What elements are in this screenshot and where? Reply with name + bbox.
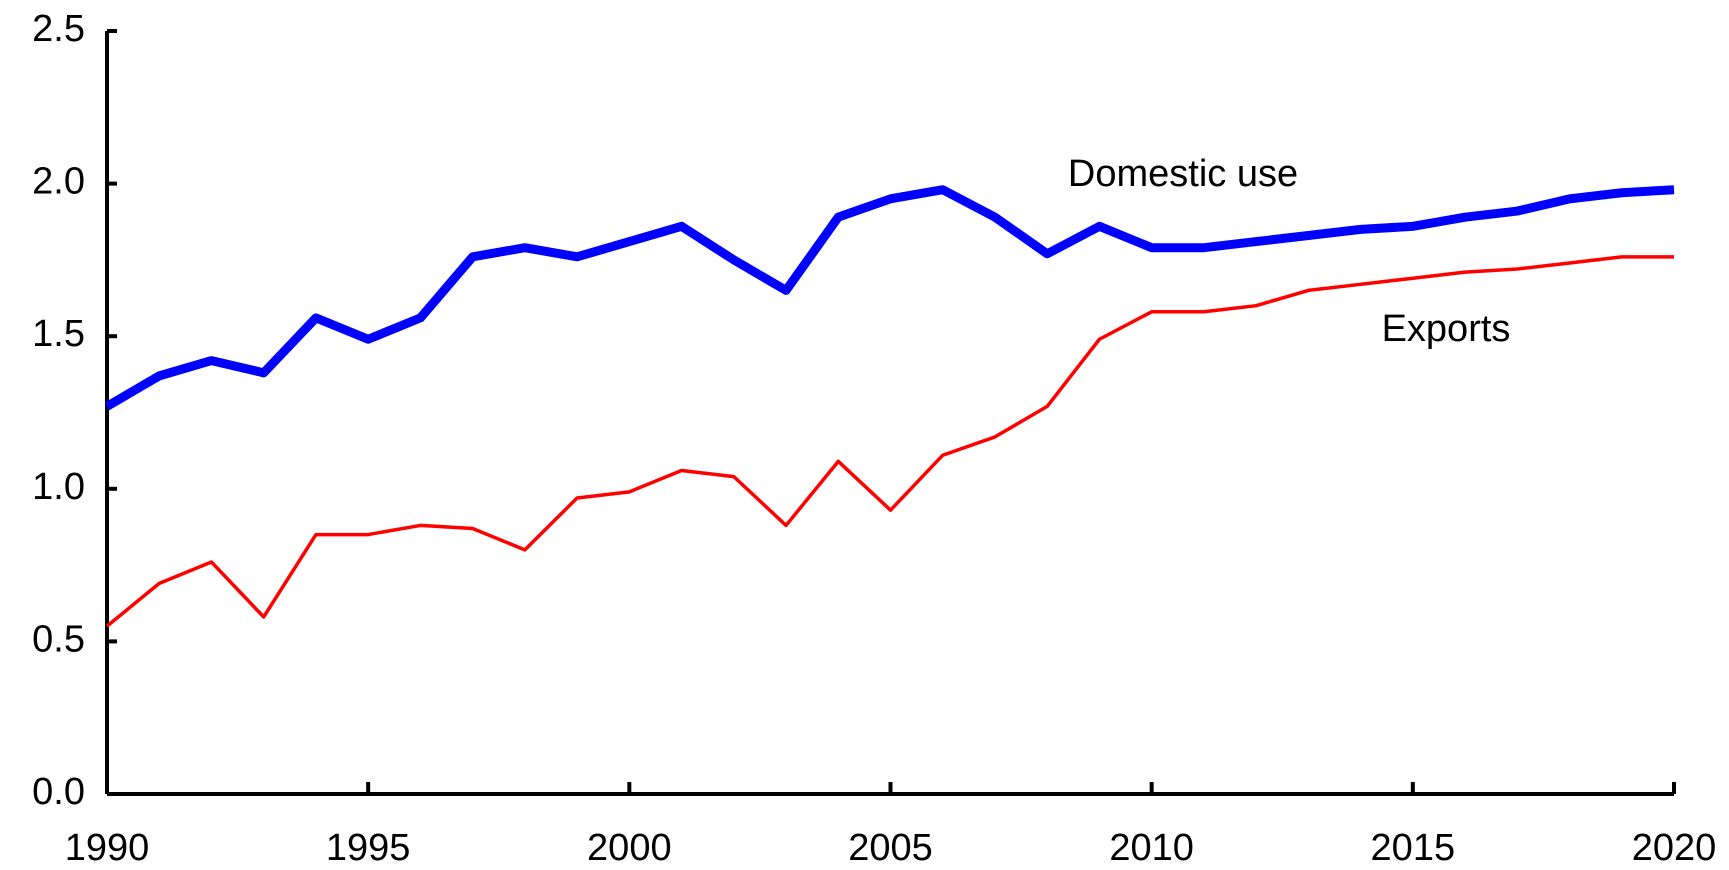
x-tick-label: 1990 (65, 827, 150, 869)
y-tick-label: 2.0 (32, 161, 85, 203)
y-tick-label: 1.0 (32, 466, 85, 508)
x-tick-label: 2010 (1109, 827, 1194, 869)
y-tick-label: 0.0 (32, 771, 85, 813)
x-tick-label: 2020 (1632, 827, 1717, 869)
series-label: Exports (1382, 308, 1511, 350)
line-series (104, 185, 1675, 411)
line-series (105, 255, 1674, 628)
series-label: Domestic use (1068, 153, 1298, 195)
y-tick-label: 0.5 (32, 618, 85, 660)
x-tick-label: 1995 (326, 827, 411, 869)
x-tick-label: 2000 (587, 827, 672, 869)
x-tick-label: 2015 (1371, 827, 1456, 869)
y-tick-label: 2.5 (32, 8, 85, 50)
x-tick-label: 2005 (848, 827, 933, 869)
y-tick-label: 1.5 (32, 313, 85, 355)
